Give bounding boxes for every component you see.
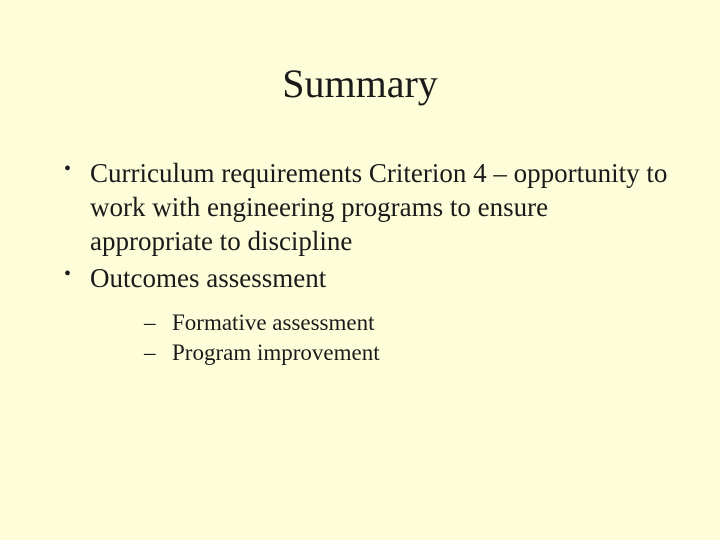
- slide-container: Summary Curriculum requirements Criterio…: [0, 0, 720, 540]
- slide-title: Summary: [50, 60, 670, 107]
- bullet-text: Curriculum requirements Criterion 4 – op…: [90, 158, 667, 256]
- main-bullet-list: Curriculum requirements Criterion 4 – op…: [50, 157, 670, 369]
- bullet-item: Curriculum requirements Criterion 4 – op…: [50, 157, 670, 258]
- sub-bullet-item: Program improvement: [90, 338, 670, 368]
- sub-bullet-item: Formative assessment: [90, 308, 670, 338]
- sub-bullet-text: Program improvement: [172, 340, 380, 365]
- bullet-text: Outcomes assessment: [90, 263, 326, 293]
- sub-bullet-list: Formative assessment Program improvement: [90, 308, 670, 369]
- sub-bullet-text: Formative assessment: [172, 310, 375, 335]
- bullet-item: Outcomes assessment Formative assessment…: [50, 262, 670, 368]
